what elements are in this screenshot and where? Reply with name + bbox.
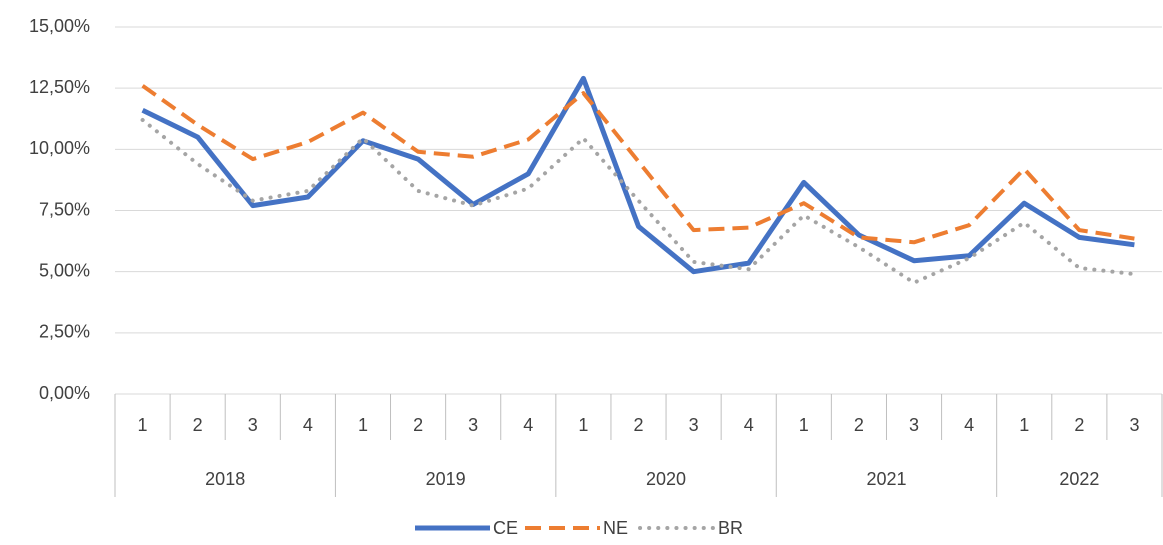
line-series	[141, 75, 1135, 275]
x-group-label: 2020	[646, 469, 686, 489]
x-tick-label: 3	[248, 415, 258, 435]
x-group-label: 2019	[426, 469, 466, 489]
y-tick-label: 2,50%	[39, 322, 90, 342]
x-tick-label: 2	[193, 415, 203, 435]
x-tick-label: 1	[578, 415, 588, 435]
x-tick-label: 1	[1019, 415, 1029, 435]
line-series	[141, 84, 1135, 245]
x-tick-label: 2	[1074, 415, 1084, 435]
legend-label: CE	[493, 518, 518, 538]
x-tick-label: 1	[358, 415, 368, 435]
x-tick-label: 4	[303, 415, 313, 435]
y-tick-label: 7,50%	[39, 199, 90, 219]
legend-label: NE	[603, 518, 628, 538]
x-tick-label: 2	[413, 415, 423, 435]
y-tick-label: 12,50%	[29, 77, 90, 97]
legend-label: BR	[718, 518, 743, 538]
x-group-label: 2021	[866, 469, 906, 489]
x-group-label: 2018	[205, 469, 245, 489]
x-tick-label: 2	[633, 415, 643, 435]
y-tick-label: 5,00%	[39, 260, 90, 280]
x-tick-label: 3	[689, 415, 699, 435]
x-tick-label: 3	[909, 415, 919, 435]
x-tick-label: 4	[964, 415, 974, 435]
x-tick-label: 4	[523, 415, 533, 435]
x-tick-label: 3	[1129, 415, 1139, 435]
x-tick-label: 4	[744, 415, 754, 435]
x-tick-label: 2	[854, 415, 864, 435]
x-tick-label: 1	[138, 415, 148, 435]
x-group-label: 2022	[1059, 469, 1099, 489]
x-tick-label: 3	[468, 415, 478, 435]
y-tick-label: 10,00%	[29, 138, 90, 158]
y-tick-label: 0,00%	[39, 383, 90, 403]
y-tick-label: 15,00%	[29, 16, 90, 36]
line-series	[140, 118, 1137, 285]
x-tick-label: 1	[799, 415, 809, 435]
